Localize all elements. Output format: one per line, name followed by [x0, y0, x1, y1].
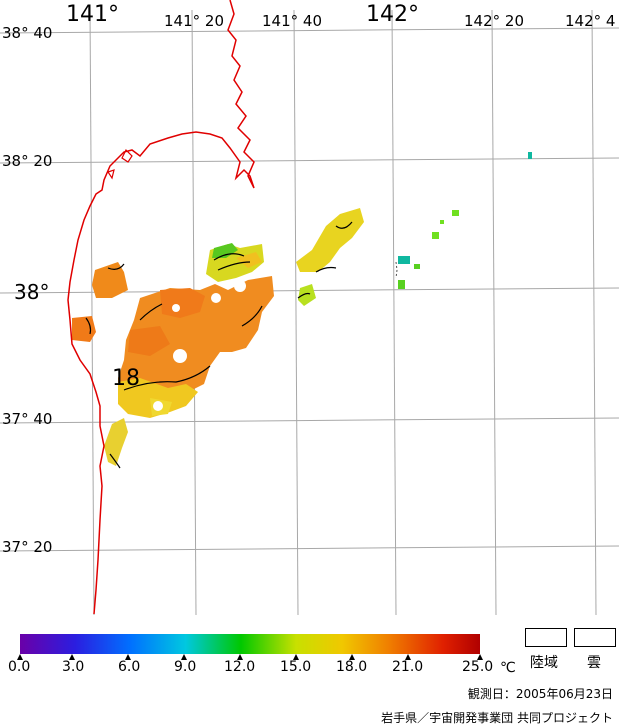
colorbar-tick: 6.0: [118, 659, 141, 675]
colorbar-tick-marks: [17, 654, 483, 660]
cloud-legend-label: 雲: [587, 655, 601, 671]
contour-label: 18: [112, 366, 140, 391]
observation-date: 観測日：2005年06月23日: [467, 687, 613, 701]
sst-field: [72, 152, 532, 466]
lon-label-141-20: 141° 20: [164, 12, 224, 30]
colorbar-tick: 25.0: [462, 659, 494, 675]
lat-label-38-40: 38° 40: [2, 24, 53, 42]
cloud-legend-swatch: [574, 628, 616, 647]
ocean-boundary: [395, 261, 398, 279]
land-legend-swatch: [525, 628, 567, 647]
lon-label-142: 142°: [366, 2, 419, 27]
coastline: [67, 0, 255, 615]
lat-label-38-20: 38° 20: [2, 152, 53, 170]
colorbar: [20, 634, 480, 654]
lat-label-37-20: 37° 20: [2, 538, 53, 556]
lon-label-142-20: 142° 20: [464, 12, 524, 30]
colorbar-tick: 18.0: [336, 659, 368, 675]
lon-label-142-40: 142° 4: [565, 12, 616, 30]
colorbar-tick: 12.0: [224, 659, 256, 675]
colorbar-tick: 21.0: [392, 659, 424, 675]
colorbar-tick: 0.0: [8, 659, 31, 675]
graticule: [0, 9, 619, 616]
lon-label-141: 141°: [66, 2, 119, 27]
lon-label-141-40: 141° 40: [262, 12, 322, 30]
lat-label-37-40: 37° 40: [2, 410, 53, 428]
colorbar-tick: 15.0: [280, 659, 312, 675]
colorbar-tick: 3.0: [62, 659, 85, 675]
land-legend-label: 陸域: [530, 655, 558, 671]
colorbar-tick: 9.0: [174, 659, 197, 675]
isotherms: [85, 221, 353, 469]
credit-text: 岩手県／宇宙開発事業団 共同プロジェクト: [381, 711, 613, 725]
lat-label-38: 38°: [14, 280, 50, 304]
colorbar-unit: ℃: [500, 660, 516, 676]
